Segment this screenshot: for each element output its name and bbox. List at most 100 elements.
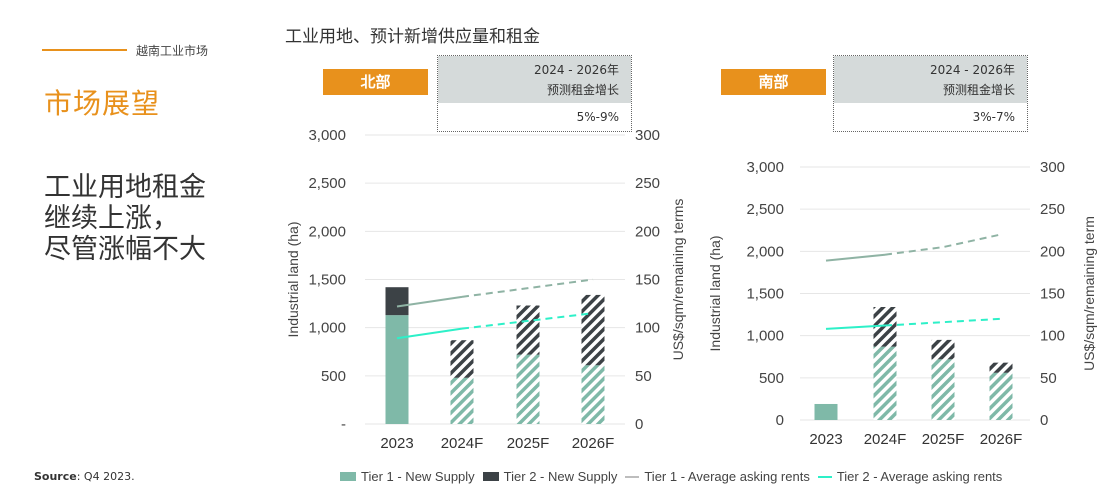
chart-south: 0 500 1,000 1,500 2,000 2,500 3,000 0 50 100 150 20…: [707, 159, 1097, 448]
y-tick-label: 2,000: [746, 243, 784, 260]
y-tick-label: 2,000: [308, 223, 346, 240]
bar-tier2-2025F: [931, 339, 955, 360]
legend-label-tier1-rent: Tier 1 - Average asking rents: [644, 469, 810, 484]
x-tick-label: 2024F: [441, 435, 484, 452]
y2-tick-label: 50: [635, 368, 652, 385]
rent-growth-header-south: 2024 - 2026年 预测租金增长: [834, 56, 1027, 103]
legend-swatch-tier1-rent: [625, 475, 640, 478]
market-label: 越南工业市场: [136, 44, 209, 58]
x-tick-label: 2026F: [572, 435, 615, 452]
y-tick-label: 0: [776, 412, 784, 429]
headline: 工业用地租金 继续上涨， 尽管涨幅不大: [44, 172, 206, 265]
source-note: Source: Q4 2023.: [34, 470, 135, 483]
bar-tier2-2026F: [989, 362, 1013, 373]
chart-title: 工业用地、预计新增供应量和租金: [285, 27, 540, 47]
y-tick-label: 500: [759, 370, 784, 387]
y2-tick-label: 250: [1040, 201, 1065, 218]
legend-label-tier2-supply: Tier 2 - New Supply: [503, 469, 618, 484]
chart-north: - 500 1,000 1,500 2,000 2,500 3,000 0 50 100 150 20…: [285, 127, 686, 452]
legend-item-tier1-rent: Tier 1 - Average asking rents: [625, 469, 810, 484]
rent-growth-period-north: 2024 - 2026年: [533, 63, 619, 77]
y-tick-label: 500: [321, 368, 346, 385]
rent-growth-box-north: 2024 - 2026年 预测租金增长 5%-9%: [437, 55, 632, 132]
y-tick-label: 2,500: [308, 175, 346, 192]
bar-tier1-2026F: [989, 372, 1013, 420]
legend-swatch-tier1-supply: [340, 472, 356, 481]
legend-item-tier2-rent: Tier 2 - Average asking rents: [817, 469, 1003, 484]
legend-item-tier1-supply: Tier 1 - New Supply: [340, 469, 475, 484]
rent-growth-value-north: 5%-9%: [576, 110, 619, 124]
y2-tick-label: 50: [1040, 370, 1057, 387]
rent-growth-caption-south: 预测租金增长: [942, 83, 1015, 97]
x-tick-label: 2025F: [922, 431, 965, 448]
y-axis-title: Industrial land (ha): [707, 236, 723, 352]
bar-tier1-2023: [385, 315, 409, 424]
bar-tier2-2025F: [516, 305, 540, 355]
y2-tick-label: 300: [635, 127, 660, 144]
line-tier1-rent-forecast: [884, 233, 1002, 256]
y-tick-label: 1,000: [308, 320, 346, 337]
y2-tick-label: 200: [635, 223, 660, 240]
y-axis-title: Industrial land (ha): [285, 222, 301, 338]
accent-rule: [42, 49, 127, 51]
bar-tier1-2023: [814, 403, 838, 420]
bar-tier2-2026F: [581, 294, 605, 366]
line-tier2-rent-actual: [396, 327, 463, 340]
bar-tier1-2026F: [581, 365, 605, 424]
y2-tick-label: 250: [635, 175, 660, 192]
y2-tick-label: 0: [1040, 412, 1048, 429]
y-tick-label: -: [341, 416, 346, 433]
line-tier2-rent-actual: [825, 324, 886, 330]
y-tick-label: 1,500: [308, 272, 346, 289]
source-text: : Q4 2023.: [76, 470, 135, 483]
legend: Tier 1 - New Supply Tier 2 - New Supply …: [340, 469, 1010, 484]
line-tier2-rent-forecast: [461, 312, 594, 330]
legend-item-tier2-supply: Tier 2 - New Supply: [482, 469, 618, 484]
region-label-south: 南部: [721, 69, 826, 95]
region-label-north: 北部: [323, 69, 428, 95]
rent-growth-period-south: 2024 - 2026年: [929, 63, 1015, 77]
line-tier1-rent-actual: [396, 295, 463, 308]
source-label: Source: [34, 470, 77, 483]
line-tier1-rent-actual: [825, 253, 886, 262]
x-tick-label: 2024F: [864, 431, 907, 448]
y2-tick-label: 150: [635, 272, 660, 289]
bar-tier2-2024F: [873, 306, 897, 347]
rent-growth-value-south: 3%-7%: [972, 110, 1015, 124]
y-tick-label: 2,500: [746, 201, 784, 218]
line-tier2-rent-forecast: [884, 317, 1002, 327]
y-tick-label: 3,000: [308, 127, 346, 144]
y2-tick-label: 200: [1040, 243, 1065, 260]
bar-tier1-2024F: [873, 346, 897, 420]
y2-tick-label: 300: [1040, 159, 1065, 176]
legend-label-tier2-rent: Tier 2 - Average asking rents: [836, 469, 1003, 484]
y-tick-label: 3,000: [746, 159, 784, 176]
x-tick-label: 2023: [380, 435, 413, 452]
bar-tier2-2024F: [450, 340, 474, 378]
bar-tier2-2023: [385, 287, 409, 316]
y2-tick-label: 100: [635, 320, 660, 337]
legend-swatch-tier2-supply: [482, 472, 499, 481]
headline-line-3: 尽管涨幅不大: [44, 234, 206, 265]
rent-growth-caption-north: 预测租金增长: [546, 83, 619, 97]
y-tick-label: 1,500: [746, 286, 784, 303]
y2-tick-label: 150: [1040, 286, 1065, 303]
headline-line-2: 继续上涨，: [44, 203, 179, 234]
rent-growth-header-north: 2024 - 2026年 预测租金增长: [438, 56, 631, 103]
legend-label-tier1-supply: Tier 1 - New Supply: [361, 469, 475, 484]
bar-tier1-2025F: [516, 354, 540, 424]
legend-swatch-tier2-rent: [817, 475, 832, 478]
section-title: 市场展望: [44, 87, 161, 120]
bar-tier1-2025F: [931, 359, 955, 420]
y2-axis-title: US$/sqm/remaining terms: [670, 199, 686, 361]
bar-tier1-2024F: [450, 377, 474, 424]
line-tier1-rent-forecast: [461, 278, 594, 298]
y2-axis-title: US$/sqm/remaining term: [1081, 216, 1097, 371]
x-tick-label: 2026F: [980, 431, 1023, 448]
y2-tick-label: 0: [635, 416, 643, 433]
headline-line-1: 工业用地租金: [44, 172, 206, 203]
y2-tick-label: 100: [1040, 328, 1065, 345]
x-tick-label: 2023: [809, 431, 842, 448]
x-tick-label: 2025F: [507, 435, 550, 452]
